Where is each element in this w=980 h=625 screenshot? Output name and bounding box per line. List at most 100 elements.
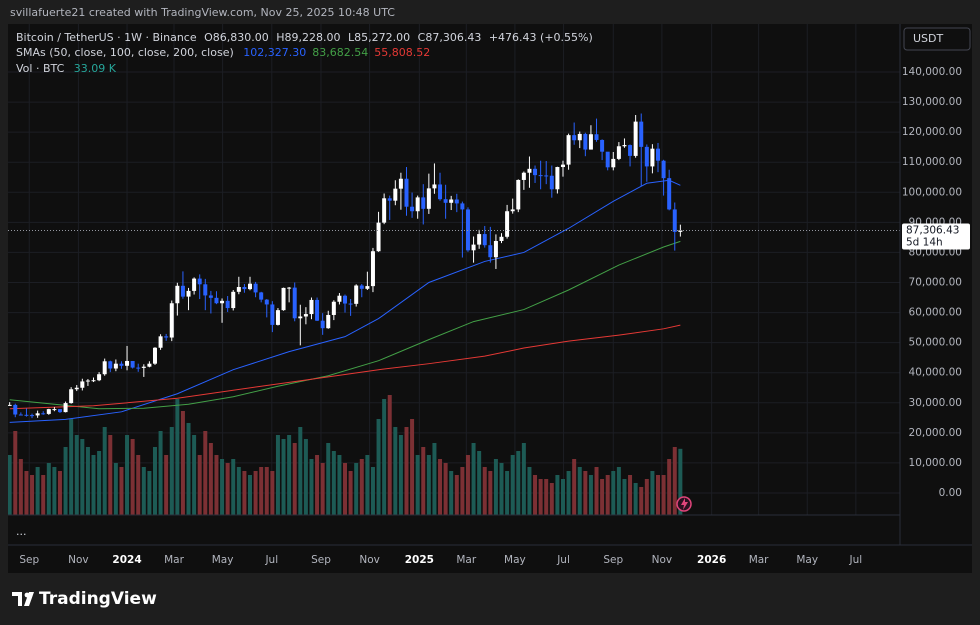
volume-bar	[52, 467, 57, 515]
volume-bar	[18, 459, 23, 515]
x-tick-label: Nov	[68, 554, 89, 566]
volume-bar	[236, 467, 241, 515]
volume-bar	[35, 467, 40, 515]
sma-value: 83,682.54	[312, 46, 368, 59]
candle-body	[91, 380, 96, 382]
change-label: +476.43 (+0.55%)	[489, 31, 593, 44]
y-tick-label: 30,000.00	[909, 397, 962, 409]
volume-bar	[421, 447, 426, 515]
candle-body	[169, 303, 174, 338]
alert-icon[interactable]	[676, 496, 692, 512]
volume-bar	[169, 427, 174, 515]
candle-body	[337, 295, 342, 302]
countdown-label: 5d 14h	[906, 236, 943, 248]
x-tick-label: Sep	[19, 554, 39, 566]
candle-body	[18, 414, 23, 416]
axes: 0.00 10,000.00 20,000.00 30,000.00 40,000.00…	[8, 66, 970, 566]
currency: USDT	[913, 32, 944, 45]
candle-body	[102, 361, 107, 375]
volume-bar	[320, 463, 325, 515]
candle-body	[231, 291, 236, 309]
candle-body	[80, 381, 85, 388]
sma-value: 55,808.52	[374, 46, 430, 59]
more-indicator[interactable]: ...	[16, 525, 27, 538]
volume-name: Vol · BTC	[16, 62, 65, 75]
candle-body	[326, 314, 331, 329]
volume-bar	[438, 459, 443, 515]
volume-bar	[30, 475, 35, 515]
volume-bar	[549, 483, 554, 515]
volume-bar	[505, 471, 510, 515]
sma-name: SMAs (50, close, 100, close, 200, close)	[16, 46, 234, 59]
y-tick-label: 50,000.00	[909, 337, 962, 349]
volume-bar	[488, 471, 493, 515]
candle-body	[499, 236, 504, 241]
volume-bar	[348, 471, 353, 515]
volume-bar	[248, 475, 253, 515]
x-tick-label: Nov	[359, 554, 380, 566]
candle-body	[69, 389, 74, 404]
volume-bar	[309, 459, 314, 515]
volume-bar	[231, 459, 236, 515]
volume-bar	[588, 475, 593, 515]
volume-bar	[426, 455, 431, 515]
candle-body	[460, 203, 465, 210]
last-price-label: 87,306.43	[906, 224, 959, 236]
candle-body	[482, 234, 487, 246]
volume-bar	[108, 435, 113, 515]
volume-bar	[365, 455, 370, 515]
volume-bar	[326, 443, 331, 515]
candle-body	[370, 251, 375, 287]
candle-body	[220, 300, 225, 304]
candle-body	[320, 320, 325, 329]
volume-bar	[393, 427, 398, 515]
candle-body	[410, 206, 415, 212]
x-tick-label: 2024	[112, 554, 141, 566]
volume-bar	[482, 467, 487, 515]
volume-bar	[85, 447, 90, 515]
candle-body	[661, 160, 666, 179]
y-tick-label: 0.00	[939, 487, 962, 499]
candle-body	[186, 290, 191, 297]
candle-body	[119, 363, 124, 366]
candle-body	[175, 285, 180, 304]
volume-bar	[91, 455, 96, 515]
volume-bar	[644, 479, 649, 515]
legend-volume: Vol · BTC 33.09 K	[16, 62, 117, 75]
volume-bar	[493, 459, 498, 515]
volume-bar	[303, 439, 308, 515]
candle-body	[650, 148, 655, 167]
candle-body	[465, 209, 470, 251]
candle-body	[242, 287, 247, 290]
candle-body	[555, 167, 560, 190]
volume-bar	[605, 475, 610, 515]
symbol: Bitcoin / TetherUS · 1W · Binance	[16, 31, 197, 44]
y-tick-label: 40,000.00	[909, 367, 962, 379]
volume-bar	[220, 459, 225, 515]
x-tick-label: May	[504, 554, 526, 566]
candle-body	[141, 366, 146, 368]
volume-bar	[192, 435, 197, 515]
candle-body	[510, 209, 515, 212]
candle-body	[365, 286, 370, 289]
high-label: H89,228.00	[276, 31, 340, 44]
volume-bar	[600, 479, 605, 515]
volume-bar	[175, 399, 180, 515]
volume-bar	[398, 435, 403, 515]
candle-body	[180, 285, 185, 297]
candle-body	[97, 374, 102, 381]
currency-box[interactable]	[903, 27, 971, 51]
x-tick-label: Sep	[603, 554, 623, 566]
candle-body	[158, 336, 163, 348]
candle-body	[516, 179, 521, 210]
sma-lines	[9, 179, 681, 423]
candle-body	[275, 310, 280, 325]
candle-body	[41, 413, 46, 415]
volume-bar	[544, 479, 549, 515]
volume-bar	[583, 471, 588, 515]
grid	[8, 24, 900, 515]
candle-body	[560, 164, 565, 168]
sma-line	[9, 324, 681, 410]
volume-bar	[661, 475, 666, 515]
credit: svillafuerte21 created with TradingView.…	[10, 6, 395, 19]
